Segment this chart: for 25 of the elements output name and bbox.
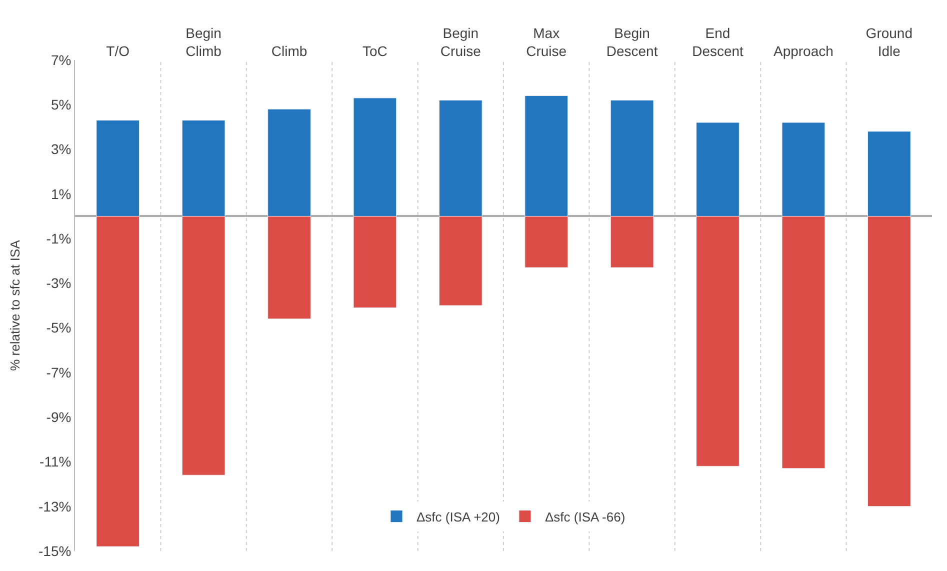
y-tick-label: 7%	[50, 52, 72, 68]
y-tick-label: -11%	[40, 454, 72, 470]
x-tick-label: Ground Idle	[866, 25, 912, 60]
x-tick-label: Begin Descent	[606, 25, 658, 60]
x-tick-label: ToC	[362, 43, 388, 60]
y-tick-label: 5%	[50, 96, 72, 113]
y-tick-label: 1%	[50, 186, 72, 202]
y-tick-label: -9%	[46, 408, 72, 425]
y-tick-label: -3%	[46, 275, 72, 292]
y-tick-label: -1%	[46, 230, 72, 246]
y-tick-label: -5%	[46, 320, 72, 336]
x-tick-label: Climb	[271, 43, 308, 60]
x-tick-label: End Descent	[692, 25, 744, 60]
legend-label: Δsfc (ISA -66)	[544, 509, 626, 524]
x-tick-label: T/O	[106, 43, 130, 60]
x-tick-label: Max Cruise	[526, 25, 567, 60]
x-tick-label: Begin Climb	[186, 25, 222, 60]
x-tick-label: Begin Cruise	[440, 25, 482, 60]
y-tick-label: -7%	[46, 364, 72, 380]
x-tick-label: Approach	[773, 43, 834, 60]
y-axis-title: % relative to sfc at ISA	[7, 240, 22, 371]
y-tick-label: -13%	[38, 498, 72, 514]
legend-label: Δsfc (ISA +20)	[416, 509, 500, 524]
y-tick-label: -15%	[38, 542, 72, 559]
y-tick-label: 3%	[50, 141, 72, 158]
